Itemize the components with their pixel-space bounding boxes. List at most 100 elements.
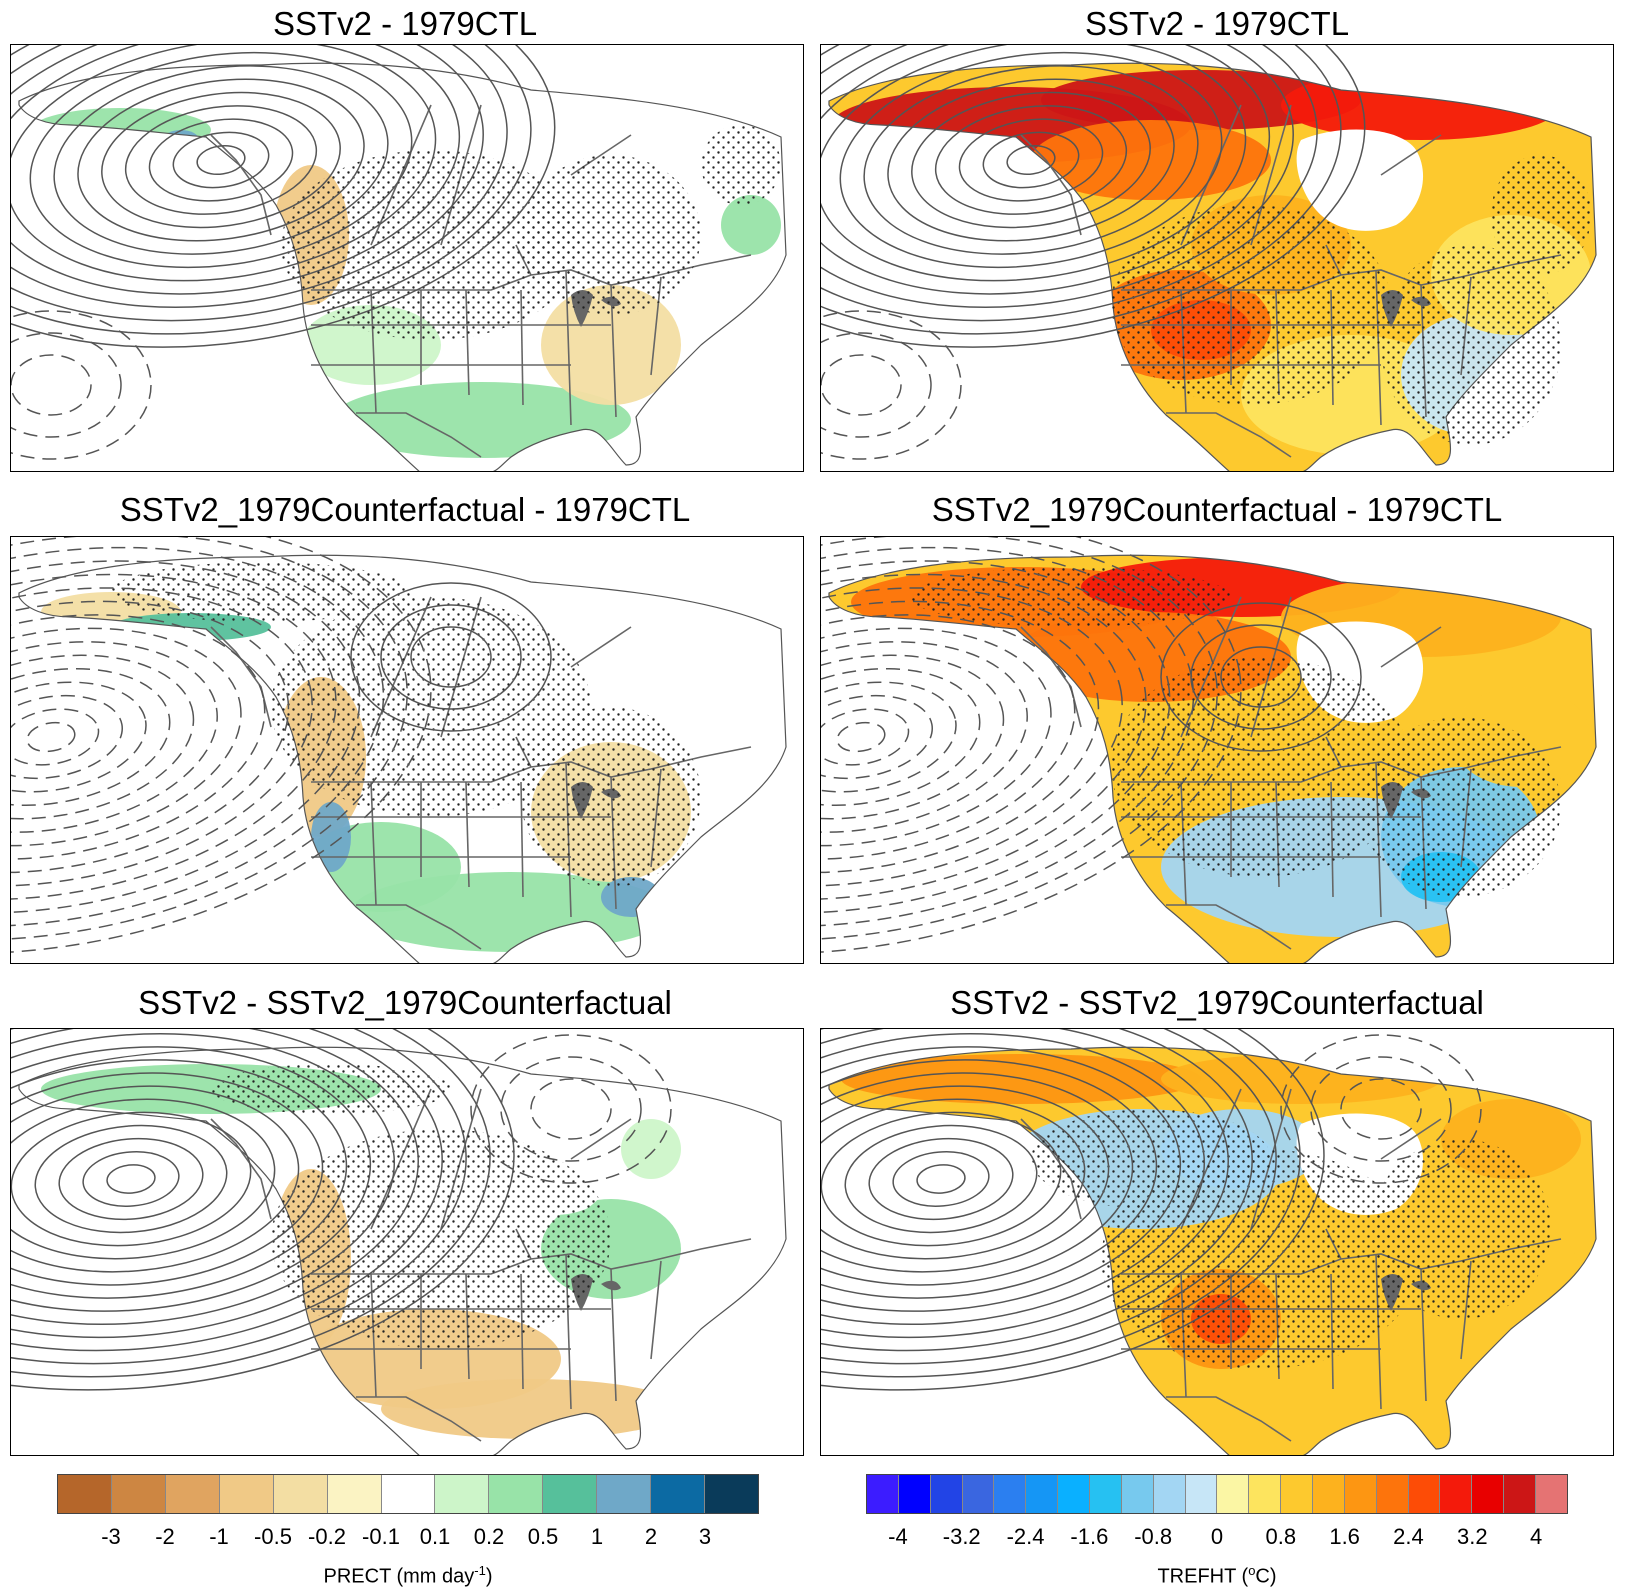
colorbar-swatch bbox=[1281, 1475, 1314, 1513]
significance-stippling bbox=[911, 567, 1231, 627]
colorbar-swatch bbox=[165, 1475, 220, 1513]
colorbar-swatch bbox=[651, 1475, 706, 1513]
map-svg-4 bbox=[821, 537, 1597, 963]
colorbar-swatch bbox=[111, 1475, 166, 1513]
hudson-bay bbox=[1296, 129, 1424, 231]
coastline bbox=[828, 554, 1597, 963]
significance-stippling bbox=[211, 1064, 451, 1114]
colorbar-tick-label: 3 bbox=[698, 1524, 712, 1549]
height-contours bbox=[11, 1029, 672, 1391]
colorbar-tick-label: -1.6 bbox=[1070, 1524, 1109, 1549]
colorbar-swatch bbox=[435, 1475, 490, 1513]
colorbar-swatch bbox=[1472, 1475, 1505, 1513]
significance-stippling bbox=[271, 1129, 611, 1349]
colorbar-tick-label: 1 bbox=[590, 1524, 604, 1549]
significance-stippling bbox=[1371, 1139, 1551, 1319]
colorbar-swatch bbox=[1376, 1475, 1409, 1513]
panel-title-1: SSTv2 - 1979CTL bbox=[272, 5, 538, 42]
colorbar-swatch bbox=[1440, 1475, 1473, 1513]
significance-stippling bbox=[1361, 717, 1561, 897]
panel-title-2: SSTv2 - 1979CTL bbox=[1084, 5, 1350, 42]
panel-title-3: SSTv2_1979Counterfactual - 1979CTL bbox=[119, 491, 691, 528]
colorbar-swatch bbox=[381, 1475, 436, 1513]
temperature-colorbar bbox=[866, 1474, 1568, 1514]
height-contours bbox=[11, 45, 556, 460]
colorbar-swatch bbox=[1536, 1475, 1567, 1513]
colorbar-swatch bbox=[327, 1475, 382, 1513]
map-svg-2 bbox=[821, 45, 1597, 471]
colorbar-tick-label: 0.5 bbox=[527, 1524, 559, 1549]
colorbar-tick-label: -1 bbox=[209, 1524, 229, 1549]
colorbar-swatch bbox=[219, 1475, 274, 1513]
colorbar-swatch bbox=[1217, 1475, 1250, 1513]
height-contours bbox=[821, 1029, 1482, 1391]
significance-stippling bbox=[521, 155, 701, 315]
colorbar-swatch bbox=[1153, 1475, 1186, 1513]
map-svg-5 bbox=[11, 1029, 787, 1455]
colorbar-swatch bbox=[1249, 1475, 1282, 1513]
map-panel-prect-2 bbox=[10, 536, 804, 964]
colorbar-tick-label: -3.2 bbox=[942, 1524, 981, 1549]
colorbar-tick-label: 2 bbox=[644, 1524, 658, 1549]
colorbar-swatch bbox=[489, 1475, 544, 1513]
anomaly-region bbox=[1281, 70, 1561, 140]
map-panel-trefht-2 bbox=[820, 536, 1614, 964]
coastline bbox=[18, 554, 787, 963]
colorbar-swatch bbox=[930, 1475, 963, 1513]
map-panel-trefht-3 bbox=[820, 1028, 1614, 1456]
significance-stippling bbox=[521, 707, 701, 887]
map-svg-1 bbox=[11, 45, 787, 471]
map-panel-prect-1 bbox=[10, 44, 804, 472]
significance-stippling bbox=[1031, 1109, 1271, 1209]
colorbar-tick-label: 1.6 bbox=[1329, 1524, 1360, 1549]
significance-stippling bbox=[701, 125, 781, 205]
colorbar-swatch bbox=[1344, 1475, 1377, 1513]
colorbar-swatch bbox=[1408, 1475, 1441, 1513]
colorbar-tick-label: 0.2 bbox=[473, 1524, 505, 1549]
colorbar-swatch bbox=[273, 1475, 328, 1513]
colorbar-tick-label: 0.8 bbox=[1265, 1524, 1297, 1549]
significance-stippling bbox=[1111, 657, 1411, 877]
anomaly-region bbox=[721, 195, 781, 255]
coastline bbox=[828, 62, 1597, 471]
significance-stippling bbox=[1111, 205, 1391, 405]
colorbar-tick-label: 4 bbox=[1529, 1524, 1543, 1549]
colorbar-tick-label: -0.2 bbox=[308, 1524, 346, 1549]
colorbar-tick-label: -0.8 bbox=[1134, 1524, 1173, 1549]
colorbar-swatch bbox=[705, 1475, 758, 1513]
coastline bbox=[18, 1046, 787, 1455]
colorbar-tick-label: -2 bbox=[155, 1524, 175, 1549]
colorbar-swatch bbox=[543, 1475, 598, 1513]
colorbar-swatch bbox=[1026, 1475, 1059, 1513]
panel-title-5: SSTv2 - SSTv2_1979Counterfactual bbox=[138, 984, 672, 1021]
colorbar-tick-label: 2.4 bbox=[1393, 1524, 1424, 1549]
panel-title-6: SSTv2 - SSTv2_1979Counterfactual bbox=[950, 984, 1484, 1021]
colorbar-swatch bbox=[1185, 1475, 1218, 1513]
colorbar-swatch bbox=[1504, 1475, 1537, 1513]
precip-colorbar bbox=[57, 1474, 759, 1514]
colorbar-tick-label: 0 bbox=[1210, 1524, 1224, 1549]
anomaly-region bbox=[311, 802, 351, 872]
colorbar-tick-label: -0.1 bbox=[362, 1524, 400, 1549]
colorbar-swatch bbox=[1313, 1475, 1345, 1513]
height-contours bbox=[821, 45, 1366, 460]
map-panel-prect-3 bbox=[10, 1028, 804, 1456]
precip-colorbar-label: PRECT (mm day-1) bbox=[323, 1563, 493, 1588]
temperature-colorbar-label: TREFHT (oC) bbox=[1157, 1563, 1277, 1588]
colorbar-swatch bbox=[867, 1475, 899, 1513]
significance-stippling bbox=[1381, 245, 1561, 445]
significance-stippling bbox=[281, 150, 581, 340]
anomaly-region bbox=[1041, 70, 1361, 130]
height-contours bbox=[11, 537, 552, 955]
significance-stippling bbox=[1491, 155, 1591, 275]
height-contours bbox=[821, 537, 1362, 955]
anomaly-region bbox=[621, 1119, 681, 1179]
map-svg-6 bbox=[821, 1029, 1597, 1455]
colorbar-tick-label: 0.1 bbox=[419, 1524, 451, 1549]
colorbar-swatch bbox=[1058, 1475, 1091, 1513]
anomaly-region bbox=[1031, 120, 1271, 200]
colorbar-swatch bbox=[58, 1475, 112, 1513]
coastline bbox=[18, 62, 787, 471]
colorbar-tick-label: 3.2 bbox=[1456, 1524, 1488, 1549]
colorbar-swatch bbox=[1090, 1475, 1122, 1513]
